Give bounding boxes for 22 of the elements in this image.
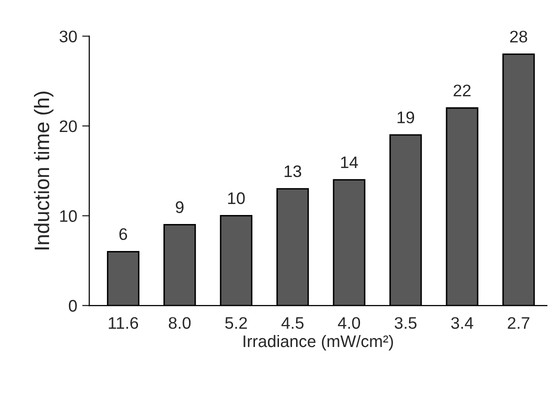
y-tick-label: 20	[60, 120, 77, 132]
y-tick-label: 0	[68, 300, 77, 312]
y-tick-label: 10	[60, 210, 77, 222]
data-label: 14	[341, 156, 358, 168]
y-axis-title: Induction time (h)	[34, 92, 54, 250]
data-label: 22	[454, 84, 471, 96]
data-label: 9	[176, 201, 184, 214]
data-label: 19	[398, 112, 414, 124]
data-label: 13	[284, 165, 302, 178]
x-tick-label: 3.5	[394, 317, 417, 329]
x-tick-label: 11.6	[108, 317, 138, 329]
x-axis-title: Irradiance (mW/cm²)	[244, 334, 393, 350]
x-tick-label: 5.2	[225, 317, 247, 329]
data-label: 6	[119, 228, 128, 240]
x-tick-label: 4.5	[281, 317, 304, 329]
x-tick-label: 8.0	[168, 317, 191, 329]
x-tick-label: 2.7	[508, 317, 530, 329]
x-tick-label: 4.0	[338, 317, 360, 329]
y-tick-label: 30	[60, 30, 77, 42]
data-label: 28	[510, 30, 528, 43]
x-tick-label: 3.4	[451, 317, 474, 329]
data-label: 10	[228, 192, 245, 204]
